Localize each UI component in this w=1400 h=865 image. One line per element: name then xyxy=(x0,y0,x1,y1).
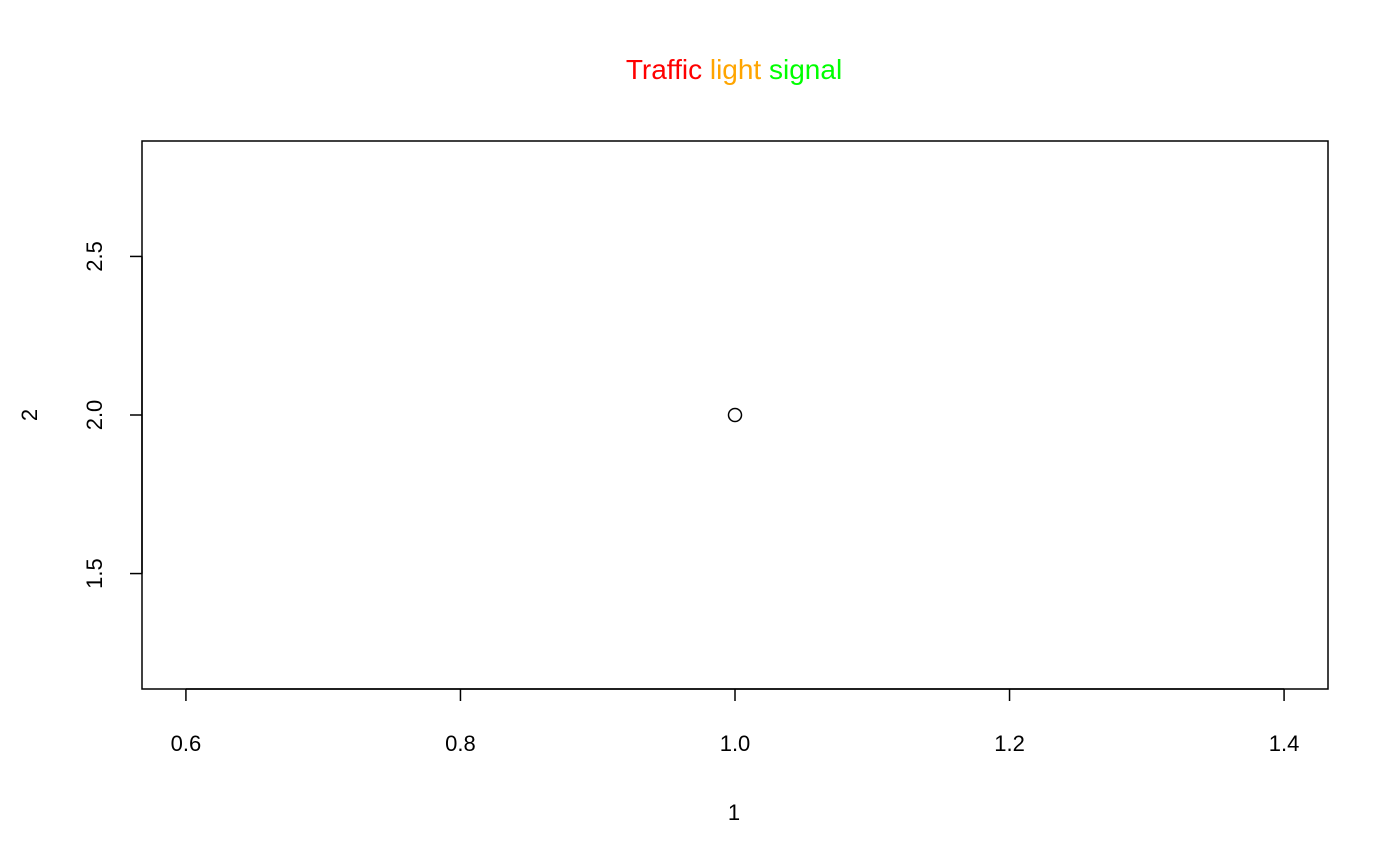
title-word-signal: signal xyxy=(769,54,842,85)
x-tick-label: 0.6 xyxy=(171,731,202,756)
chart-title: Traffic light signal xyxy=(626,54,842,85)
x-axis-label: 1 xyxy=(728,800,740,825)
y-tick-label: 2.5 xyxy=(82,241,107,272)
data-point xyxy=(727,407,743,423)
x-tick-label: 0.8 xyxy=(445,731,476,756)
y-tick-label: 1.5 xyxy=(82,558,107,589)
title-word-light: light xyxy=(710,54,762,85)
x-axis: 0.6 0.8 1.0 1.2 1.4 xyxy=(171,688,1300,756)
x-tick-label: 1.0 xyxy=(720,731,751,756)
x-tick-label: 1.2 xyxy=(994,731,1025,756)
y-axis: 1.5 2.0 2.5 xyxy=(82,241,143,589)
x-tick-label: 1.4 xyxy=(1269,731,1300,756)
y-axis-label: 2 xyxy=(17,409,42,421)
y-tick-label: 2.0 xyxy=(82,400,107,431)
data-points xyxy=(727,407,743,423)
title-word-traffic: Traffic xyxy=(626,54,702,85)
